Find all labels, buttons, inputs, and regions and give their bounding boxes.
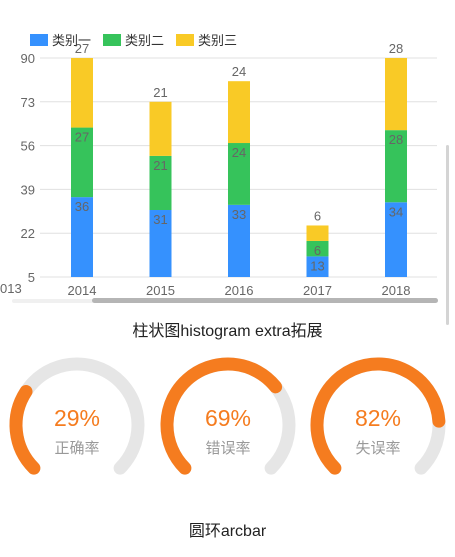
bar-segment[interactable] [149, 210, 172, 277]
page-vertical-scrollbar[interactable] [446, 145, 449, 325]
y-tick-label: 22 [21, 226, 35, 241]
arcbar-3-label: 失误率 [355, 440, 401, 457]
data-label: 28 [389, 132, 403, 147]
chart-legend: 类别一 类别二 类别三 [30, 30, 237, 49]
arcbar-1-percent: 29% [53, 405, 101, 431]
arcbar-3-percent: 82% [354, 405, 402, 431]
bar-segment[interactable] [385, 58, 407, 131]
legend-item-series-1[interactable]: 类别一 [30, 30, 91, 49]
data-label: 21 [153, 158, 167, 173]
arcbar-3-svg [310, 357, 446, 475]
x-tick-label: 2018 [382, 283, 411, 298]
bar-segment[interactable] [149, 101, 172, 156]
y-tick-label: 5 [28, 270, 35, 285]
bar-segment[interactable] [306, 240, 329, 257]
data-label: 28 [389, 41, 403, 56]
bar-segment[interactable] [228, 143, 250, 205]
data-label: 13 [310, 258, 324, 273]
data-label: 33 [232, 207, 246, 222]
legend-label-series-3: 类别三 [198, 33, 238, 48]
legend-swatch-series-3 [176, 33, 195, 46]
data-label: 27 [75, 41, 89, 56]
legend-item-series-3[interactable]: 类别三 [176, 30, 237, 49]
bar-segment[interactable] [228, 204, 250, 277]
arc-progress [310, 357, 446, 475]
arcbar-1-svg [9, 357, 145, 475]
data-label: 27 [75, 130, 89, 145]
bar-segment[interactable] [71, 127, 93, 198]
arcbar-2: 69% 错误率 [153, 350, 303, 500]
chart-scroll-thumb[interactable] [92, 298, 438, 303]
data-label: 6 [314, 208, 321, 223]
bar-segment[interactable] [149, 155, 172, 211]
y-axis-clipped-label: 013 [0, 281, 22, 296]
arcbar-caption: 圆环arcbar [188, 523, 267, 540]
legend-label-series-2: 类别二 [125, 33, 165, 48]
legend-item-series-2[interactable]: 类别二 [103, 30, 164, 49]
data-label: 24 [232, 145, 246, 160]
legend-swatch-series-2 [103, 33, 122, 46]
bar-segment[interactable] [385, 130, 407, 203]
stacked-bar-chart: 90 73 56 39 22 5 013 36 27 27 2014 31 21 21 2015 33 24 24… [0, 30, 437, 298]
data-label: 6 [314, 243, 321, 258]
arcbar-1: 29% 正确率 [2, 350, 152, 500]
arcbar-2-percent: 69% [204, 405, 252, 431]
arc-progress [9, 385, 41, 475]
y-tick-label: 56 [21, 139, 35, 154]
arcbar-1-label: 正确率 [54, 440, 100, 457]
y-tick-label: 90 [21, 51, 35, 66]
legend-swatch-series-1 [30, 33, 48, 46]
data-label: 34 [389, 204, 403, 219]
stacked-bar-svg: 90 73 56 39 22 5 013 36 27 27 2014 31 21 21 2015 33 24 24… [0, 41, 437, 298]
legend-label-series-1: 类别一 [52, 33, 92, 48]
histogram-caption: 柱状图histogram extra拓展 [132, 323, 323, 340]
bar-segment[interactable] [306, 225, 329, 241]
arcbar-2-label: 错误率 [205, 440, 251, 457]
y-tick-label: 39 [21, 182, 35, 197]
arc-progress [160, 357, 283, 475]
x-tick-label: 2016 [225, 283, 254, 298]
bar-segment[interactable] [71, 58, 93, 128]
data-label: 31 [153, 212, 167, 227]
data-label: 21 [153, 85, 167, 100]
x-tick-label: 2014 [68, 283, 97, 298]
x-tick-label: 2017 [303, 283, 332, 298]
y-tick-label: 73 [21, 95, 35, 110]
bar-segment[interactable] [228, 81, 250, 144]
bar-segment[interactable] [71, 197, 93, 277]
data-label: 24 [232, 64, 246, 79]
bar-segment[interactable] [385, 202, 407, 277]
bar-segment[interactable] [306, 256, 329, 277]
arcbar-3: 82% 失误率 [303, 350, 453, 500]
x-tick-label: 2015 [146, 283, 175, 298]
arcbar-2-svg [160, 357, 296, 475]
data-label: 36 [75, 199, 89, 214]
